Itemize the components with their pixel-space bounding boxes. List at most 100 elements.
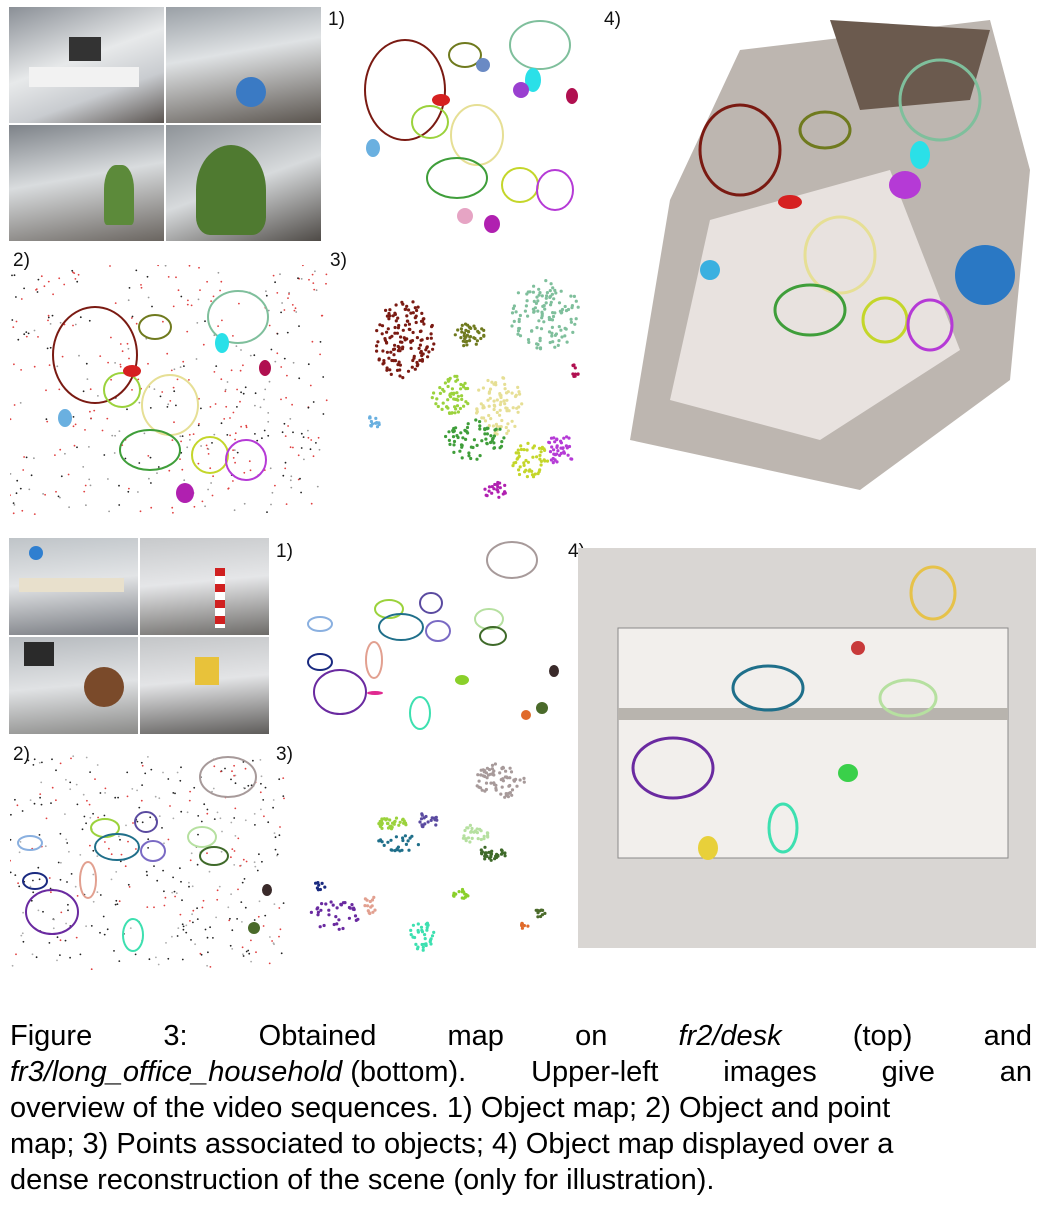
point <box>256 439 259 442</box>
point <box>61 355 64 358</box>
point <box>224 767 226 770</box>
point <box>147 838 150 841</box>
point <box>195 358 198 360</box>
point <box>488 772 492 776</box>
blob-magenta <box>889 171 921 199</box>
point <box>202 899 205 902</box>
point <box>376 340 380 344</box>
blob-dark <box>549 665 559 677</box>
point <box>313 288 316 291</box>
point <box>432 342 436 346</box>
point <box>254 392 257 395</box>
point <box>10 859 11 862</box>
point <box>229 434 232 437</box>
dense-reconstruction-svg <box>630 20 1030 490</box>
point <box>265 290 267 293</box>
blob-red <box>123 365 141 377</box>
point <box>397 323 401 328</box>
office-photo-3 <box>9 637 138 734</box>
point <box>236 451 239 454</box>
point <box>128 287 131 289</box>
desk-photo-4 <box>166 125 321 241</box>
point <box>129 927 132 929</box>
ellipsoid-teal <box>731 664 805 712</box>
point <box>470 826 474 831</box>
point <box>96 764 99 766</box>
point <box>293 309 296 312</box>
desk-photo-1 <box>9 7 164 123</box>
point <box>237 888 239 891</box>
point <box>498 413 502 417</box>
point <box>280 311 282 314</box>
point <box>212 295 215 298</box>
point <box>197 833 199 836</box>
point <box>268 380 271 383</box>
point <box>274 484 276 487</box>
point <box>186 330 189 333</box>
point <box>10 813 12 816</box>
point <box>489 781 493 785</box>
point <box>315 907 319 911</box>
point <box>38 761 41 764</box>
point <box>53 918 55 921</box>
point <box>230 856 232 859</box>
point <box>419 319 424 323</box>
point <box>253 813 256 815</box>
point <box>176 771 179 774</box>
object-point-map-top <box>10 265 328 515</box>
point <box>194 943 197 946</box>
point <box>30 899 33 902</box>
point <box>311 273 314 276</box>
point <box>47 316 50 319</box>
point <box>558 453 562 457</box>
point <box>458 406 462 411</box>
point <box>315 442 317 444</box>
point <box>473 336 477 341</box>
point <box>539 450 543 454</box>
point <box>445 405 449 409</box>
point <box>426 820 430 824</box>
point <box>49 323 52 325</box>
point <box>118 430 121 432</box>
point <box>126 408 128 411</box>
point <box>149 456 152 459</box>
point <box>240 349 242 351</box>
point <box>498 771 502 775</box>
point <box>213 371 216 373</box>
point <box>485 766 489 770</box>
point <box>309 448 312 451</box>
point <box>503 854 507 858</box>
point <box>512 319 516 323</box>
point <box>233 817 236 819</box>
point <box>526 338 531 342</box>
point <box>424 814 428 819</box>
point <box>259 406 262 409</box>
point <box>198 266 200 269</box>
point <box>530 329 534 333</box>
point <box>475 339 479 343</box>
point <box>51 786 54 789</box>
point <box>335 922 339 926</box>
point <box>429 818 433 822</box>
point <box>430 396 434 400</box>
point <box>307 436 310 439</box>
point <box>175 404 177 407</box>
point <box>37 866 40 869</box>
point <box>199 952 202 955</box>
point <box>126 342 129 345</box>
point <box>52 927 55 930</box>
point <box>488 396 492 400</box>
point <box>535 295 539 299</box>
point <box>507 791 511 795</box>
point <box>151 305 153 308</box>
point <box>479 837 483 842</box>
point <box>538 457 542 461</box>
point <box>177 289 180 292</box>
point <box>312 401 315 403</box>
point <box>537 293 541 297</box>
point <box>11 319 14 321</box>
point <box>245 950 248 953</box>
point <box>242 955 245 957</box>
point <box>153 906 155 909</box>
point <box>394 319 398 323</box>
